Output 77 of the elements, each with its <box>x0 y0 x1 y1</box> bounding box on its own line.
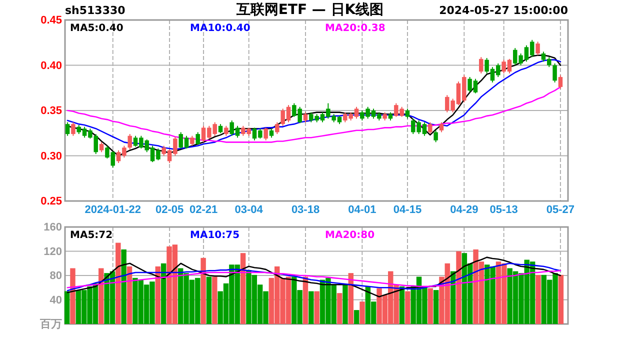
text: 2024-05-27 15:00:00 <box>439 4 568 17</box>
bar <box>200 258 206 324</box>
candlestick <box>196 132 200 146</box>
bar <box>308 291 314 324</box>
bar <box>336 293 342 324</box>
x-tick-label: 05-13 <box>490 204 518 216</box>
bar <box>348 273 354 324</box>
bar <box>155 266 161 324</box>
candlestick <box>71 122 76 136</box>
y-tick-label: 0.25 <box>40 196 62 208</box>
candlestick <box>479 56 484 74</box>
x-tick-label: 05-27 <box>546 204 575 216</box>
bar <box>212 276 218 324</box>
candlestick <box>405 108 410 120</box>
bar <box>302 276 308 324</box>
candlestick <box>552 62 557 83</box>
candlestick <box>439 122 444 133</box>
text: MA10:0.40 <box>190 23 250 34</box>
y-tick-label: 160 <box>44 222 62 234</box>
bar <box>456 251 462 324</box>
x-tick-label: 02-21 <box>189 204 218 216</box>
y-tick-label: 0.30 <box>40 150 62 162</box>
y-tick-label: 0.35 <box>40 105 62 118</box>
bar <box>206 276 212 324</box>
bar <box>98 268 104 324</box>
y-tick-label: 80 <box>50 270 62 282</box>
candlestick <box>275 122 280 135</box>
line-series <box>66 270 562 288</box>
x-tick-label: 03-04 <box>234 204 264 216</box>
candlestick <box>303 112 308 123</box>
y-tick-label: 0.40 <box>40 60 62 72</box>
bar <box>160 263 166 324</box>
bar <box>428 288 433 324</box>
text: MA5:72 <box>70 230 113 241</box>
y-tick-label: 百万 <box>39 318 62 331</box>
candlestick <box>558 74 563 90</box>
x-tick-label: 02-05 <box>155 204 184 216</box>
text: MA20:0.38 <box>325 23 386 34</box>
y-tick-label: 0.45 <box>40 14 62 27</box>
bar <box>64 291 70 324</box>
bar <box>70 268 76 324</box>
bar <box>433 290 439 324</box>
candlestick <box>536 41 540 56</box>
bar <box>126 266 132 324</box>
bar <box>314 291 320 324</box>
bar <box>558 274 564 324</box>
y-tick-label: 40 <box>50 294 62 306</box>
line-series <box>66 262 562 292</box>
bar <box>121 249 126 324</box>
bar <box>116 242 121 324</box>
x-tick-label: 04-01 <box>348 204 376 216</box>
text: MA10:75 <box>190 230 240 241</box>
candlestick <box>428 122 432 135</box>
candlestick <box>65 122 70 136</box>
chart-title: 互联网ETF — 日K线图 <box>235 2 384 18</box>
candlestick <box>190 135 194 146</box>
candlestick <box>269 128 274 138</box>
x-tick-label: 03-18 <box>291 204 320 216</box>
x-tick-label: 04-15 <box>393 204 422 216</box>
candlestick <box>224 125 228 136</box>
bar <box>536 274 541 324</box>
bar <box>240 253 246 324</box>
y-tick-label: 120 <box>44 246 62 258</box>
x-tick-label: 04-29 <box>450 204 478 216</box>
bar <box>405 291 410 324</box>
bar <box>342 284 348 324</box>
text: MA5:0.40 <box>70 23 124 34</box>
text: MA20:80 <box>325 230 375 241</box>
candlestick <box>434 130 438 143</box>
text: sh513330 <box>65 4 126 17</box>
line-series <box>66 256 562 298</box>
candlestick <box>99 142 104 153</box>
x-tick-label: 2024-01-22 <box>84 204 142 216</box>
bar <box>354 310 360 324</box>
candlestick <box>264 127 268 141</box>
candlestick <box>128 134 132 150</box>
bar <box>360 302 365 324</box>
